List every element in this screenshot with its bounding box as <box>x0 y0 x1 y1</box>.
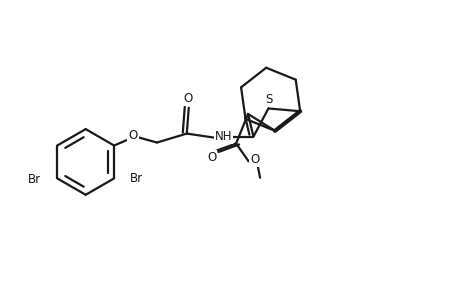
Text: O: O <box>207 152 216 164</box>
Text: Br: Br <box>28 173 41 186</box>
Text: O: O <box>183 92 192 105</box>
Text: O: O <box>250 153 259 166</box>
Text: O: O <box>128 129 137 142</box>
Text: S: S <box>265 93 273 106</box>
Text: Br: Br <box>130 172 143 185</box>
Text: NH: NH <box>214 130 232 143</box>
